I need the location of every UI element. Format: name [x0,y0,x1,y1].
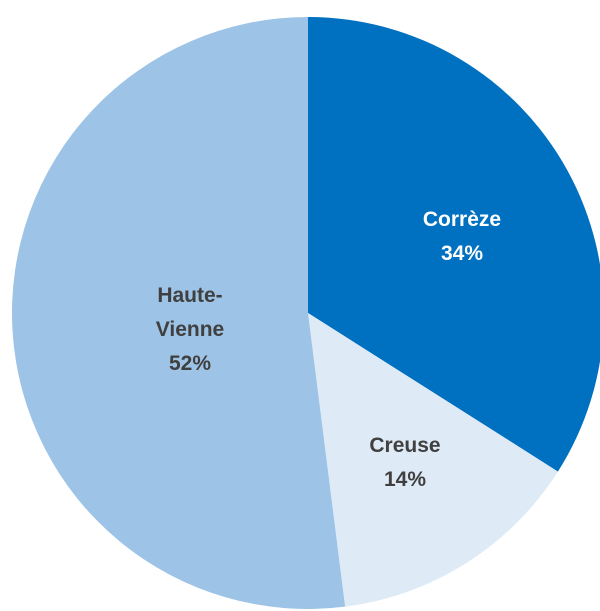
category-label: Creuse [369,434,441,457]
pie-slice [12,17,346,609]
data-label: Creuse 14% [345,429,465,497]
value-label: 52% [168,352,212,375]
data-label: Corrèze 34% [402,203,522,271]
category-label: Haute-Vienne [155,284,225,341]
pie-slice [308,313,558,607]
category-label: Corrèze [422,208,502,231]
data-label: Haute-Vienne 52% [130,279,250,381]
value-label: 34% [440,242,484,265]
pie-slice [308,17,600,472]
value-label: 14% [383,468,427,491]
